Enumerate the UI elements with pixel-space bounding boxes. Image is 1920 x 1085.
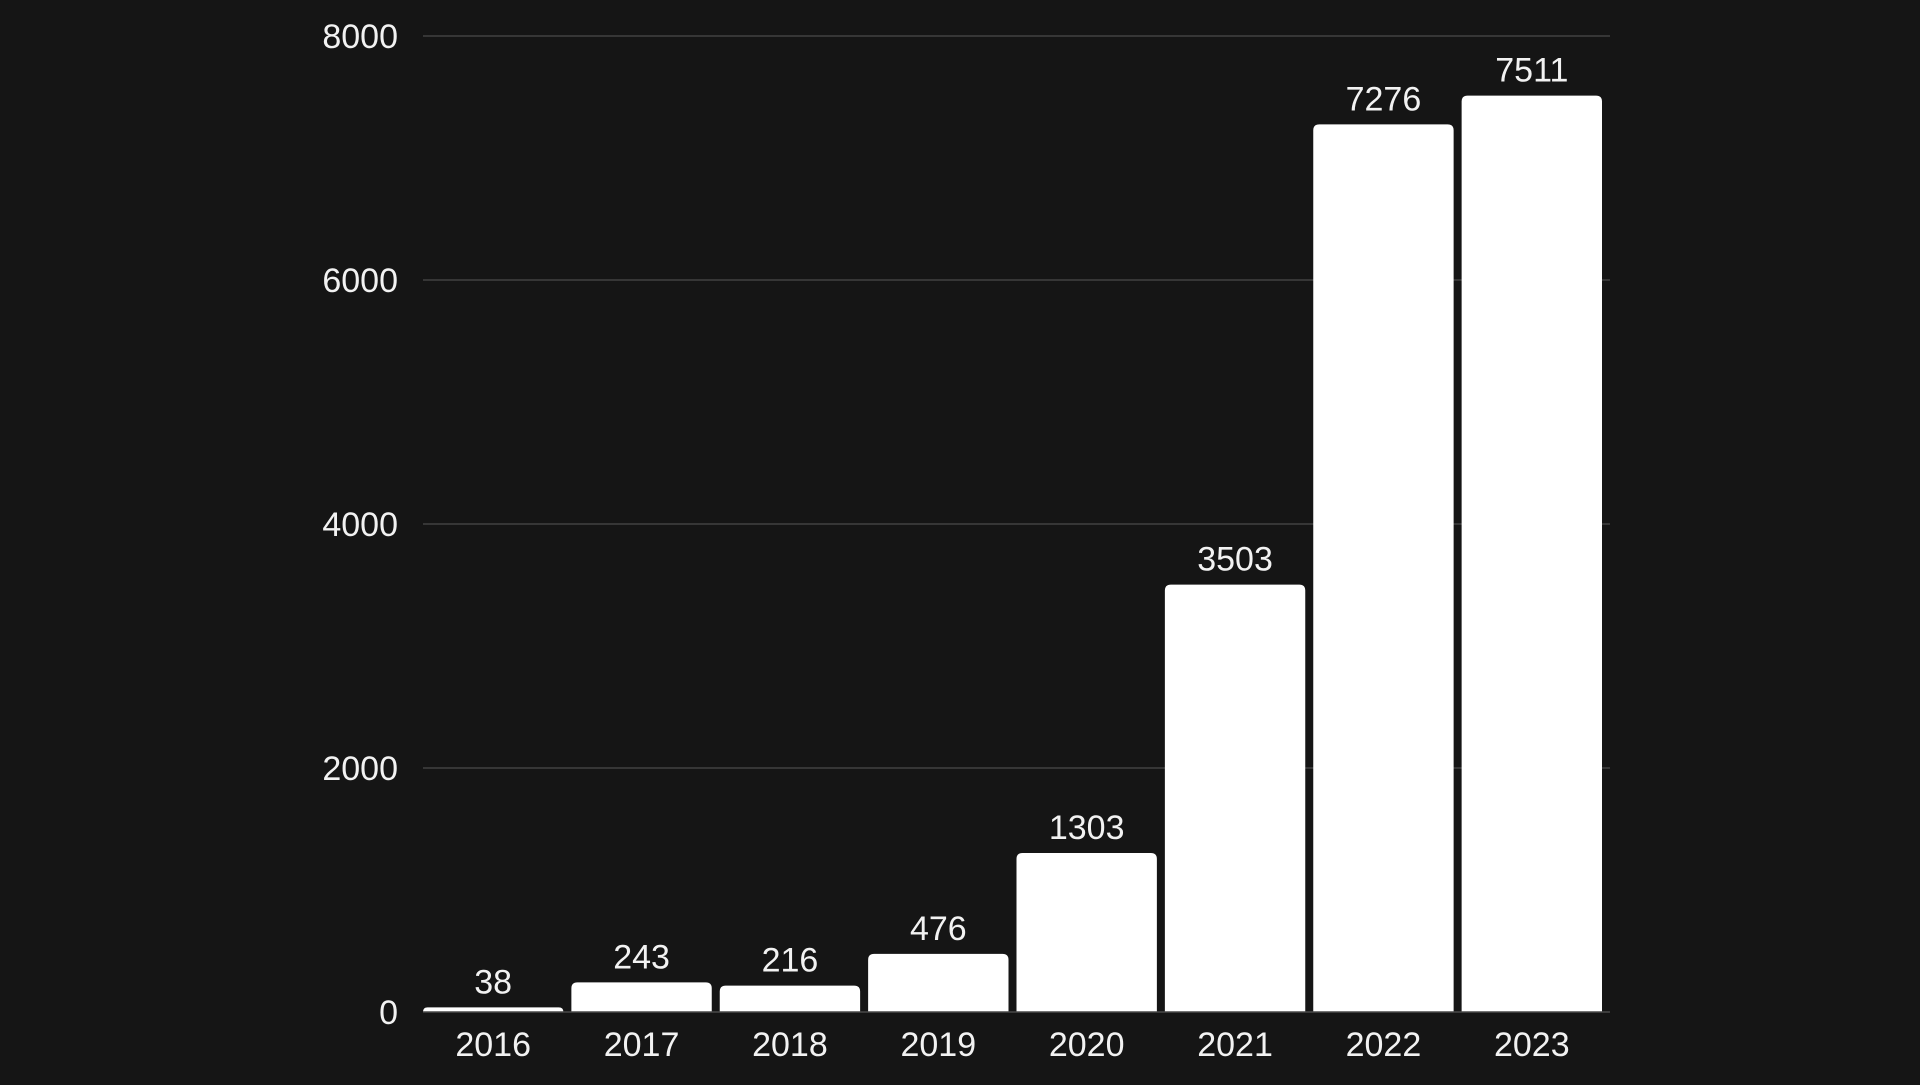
bar-2019 xyxy=(868,953,1009,1012)
x-tick-label: 2020 xyxy=(1049,1026,1125,1064)
bar-2020 xyxy=(1016,853,1157,1012)
x-tick-label: 2022 xyxy=(1346,1026,1422,1064)
bar-value-label: 7276 xyxy=(1346,80,1422,118)
y-tick-label: 4000 xyxy=(322,506,398,544)
bar-value-labels: 38 243 216 476 1303 3503 7276 7511 xyxy=(474,52,1568,1002)
y-tick-label: 0 xyxy=(379,994,398,1032)
y-axis-tick-labels: 0 2000 4000 6000 8000 xyxy=(322,18,398,1032)
x-tick-label: 2016 xyxy=(455,1026,531,1064)
x-tick-label: 2023 xyxy=(1494,1026,1570,1064)
bar-2021 xyxy=(1164,584,1306,1012)
x-axis-tick-labels: 2016 2017 2018 2019 2020 2021 2022 2023 xyxy=(455,1026,1569,1064)
y-tick-label: 2000 xyxy=(322,750,398,788)
bar-2022 xyxy=(1313,124,1454,1012)
bar-2018 xyxy=(719,985,861,1012)
x-tick-label: 2017 xyxy=(604,1026,680,1064)
bar-value-label: 7511 xyxy=(1495,52,1568,90)
bar-value-label: 243 xyxy=(613,938,670,976)
bar-value-label: 1303 xyxy=(1049,809,1125,847)
x-tick-label: 2018 xyxy=(752,1026,828,1064)
bar-value-label: 38 xyxy=(474,963,512,1001)
bar-2016 xyxy=(423,1007,564,1012)
x-tick-label: 2019 xyxy=(900,1026,976,1064)
bars xyxy=(423,95,1602,1012)
y-tick-label: 6000 xyxy=(322,262,398,300)
bar-2023 xyxy=(1461,95,1602,1012)
bar-value-label: 3503 xyxy=(1197,541,1273,579)
x-tick-label: 2021 xyxy=(1197,1026,1273,1064)
y-tick-label: 8000 xyxy=(322,18,398,56)
bar-2017 xyxy=(571,982,712,1012)
bar-value-label: 216 xyxy=(762,942,819,980)
bar-value-label: 476 xyxy=(910,910,967,948)
